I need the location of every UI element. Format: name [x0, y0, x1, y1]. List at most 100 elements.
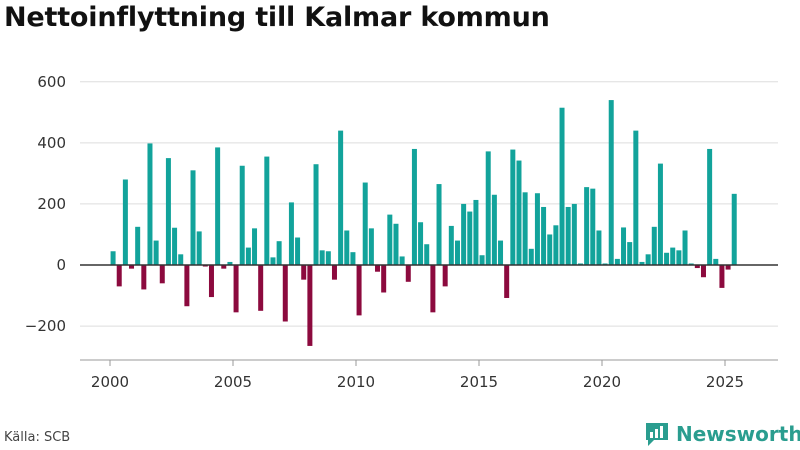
- bar: [479, 255, 485, 265]
- bar: [319, 250, 325, 265]
- bar: [295, 237, 301, 265]
- bar: [707, 148, 713, 265]
- bar: [368, 228, 374, 265]
- bar: [239, 165, 245, 265]
- bar: [135, 226, 141, 265]
- bar: [430, 265, 436, 313]
- bar: [159, 265, 165, 284]
- bar: [442, 265, 448, 287]
- bar: [301, 265, 307, 280]
- y-tick-label: 0: [56, 256, 66, 274]
- bar: [276, 241, 282, 265]
- newsworthy-logo-icon: [646, 423, 668, 446]
- bar: [590, 188, 596, 265]
- bar: [190, 170, 196, 265]
- bar: [467, 211, 473, 265]
- bar: [633, 130, 639, 265]
- bar: [584, 187, 590, 265]
- bar-layer: [110, 100, 737, 346]
- x-tick-label: 2005: [214, 373, 252, 391]
- bar: [528, 248, 534, 265]
- bar: [405, 265, 411, 282]
- bar: [381, 265, 387, 293]
- bar: [731, 193, 737, 265]
- bar: [719, 265, 725, 288]
- bar: [165, 158, 171, 265]
- bar: [141, 265, 147, 290]
- bar: [676, 250, 682, 265]
- bar: [670, 247, 676, 265]
- bar: [227, 261, 233, 265]
- bar: [393, 223, 399, 265]
- bar: [608, 100, 614, 265]
- bar: [688, 263, 694, 265]
- y-tick-label: 600: [37, 73, 66, 91]
- bar: [602, 263, 608, 265]
- bar: [387, 214, 393, 265]
- bar: [307, 265, 313, 346]
- bar: [399, 256, 405, 265]
- x-tick-label: 2015: [460, 373, 498, 391]
- bar: [356, 265, 362, 316]
- bar: [596, 230, 602, 265]
- axis-layer: −200 0 200 400 600 2000 2005 2010 2015 2020 2025: [25, 73, 778, 391]
- bar: [516, 160, 522, 265]
- bar: [645, 254, 651, 265]
- bar: [325, 251, 331, 265]
- bar: [571, 203, 577, 265]
- bar: [657, 163, 663, 265]
- bar: [682, 230, 688, 265]
- bar: [541, 206, 547, 265]
- bar: [627, 242, 633, 265]
- bar: [270, 257, 276, 265]
- bar: [553, 225, 559, 265]
- bar: [621, 227, 627, 265]
- bar: [313, 164, 319, 265]
- bar: [485, 151, 491, 265]
- bar: [282, 265, 288, 322]
- bar: [473, 199, 479, 265]
- bar: [411, 148, 417, 265]
- bar: [221, 265, 227, 269]
- bar: [338, 130, 344, 265]
- bar: [664, 252, 670, 265]
- bar: [129, 265, 135, 269]
- bar: [694, 265, 700, 269]
- source-label: Källa: SCB: [4, 430, 71, 445]
- bar: [362, 182, 368, 265]
- bar: [448, 225, 454, 265]
- bar: [559, 107, 565, 265]
- y-tick-label: 400: [37, 134, 66, 152]
- brand-logo: Newsworthy: [644, 420, 800, 448]
- bar: [153, 240, 159, 265]
- x-tick-label: 2020: [583, 373, 621, 391]
- bar: [184, 265, 190, 307]
- bar: [639, 261, 645, 265]
- bar: [424, 244, 430, 265]
- bar: [534, 193, 540, 265]
- bar: [461, 203, 467, 265]
- bar: [252, 228, 258, 265]
- bar: [110, 251, 116, 265]
- bar: [418, 222, 424, 265]
- bar: [202, 265, 208, 267]
- bar: [258, 265, 264, 311]
- bar: [147, 143, 153, 265]
- y-tick-label: 200: [37, 195, 66, 213]
- bar: [178, 254, 184, 265]
- bar: [331, 265, 337, 280]
- y-tick-label: −200: [25, 317, 66, 335]
- bar: [288, 202, 294, 265]
- bar: [522, 192, 528, 265]
- bar: [208, 265, 214, 298]
- bar: [725, 265, 731, 270]
- bar: [436, 184, 442, 265]
- x-tick-label: 2010: [337, 373, 375, 391]
- bar: [700, 265, 706, 278]
- bar: [498, 240, 504, 265]
- bar: [614, 258, 620, 265]
- bar: [116, 265, 122, 287]
- bar: [344, 230, 350, 265]
- grid-layer: [80, 81, 778, 327]
